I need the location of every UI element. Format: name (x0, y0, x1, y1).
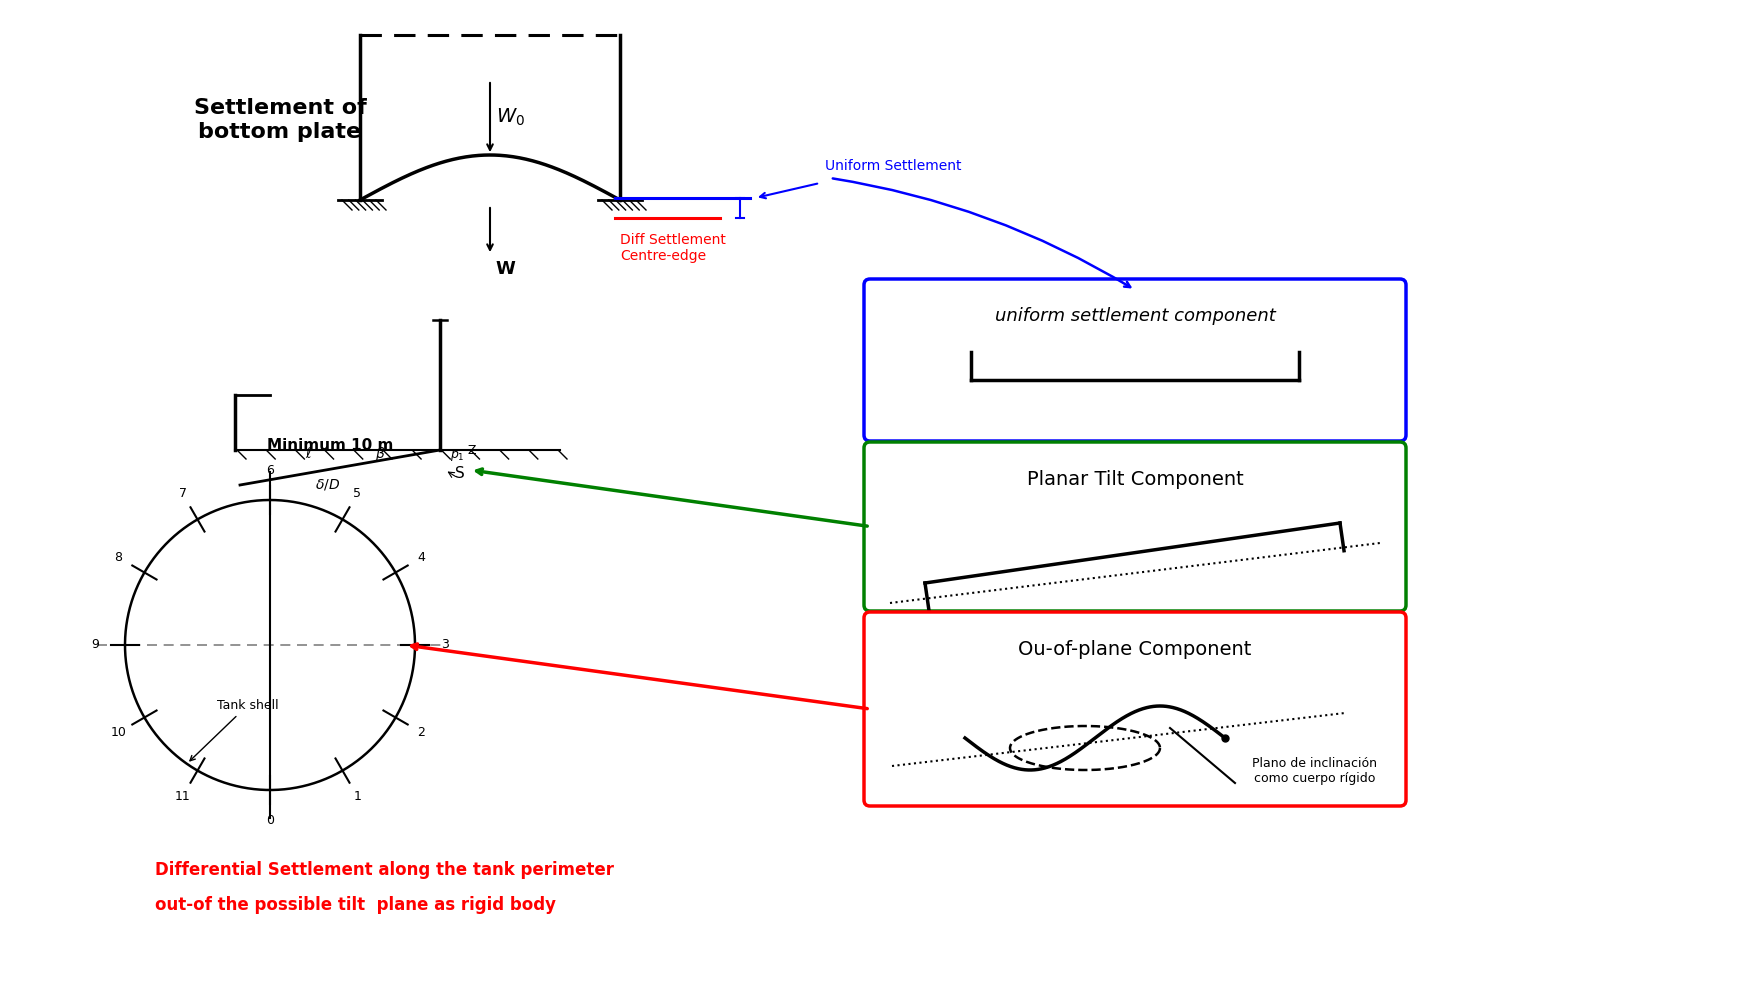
Text: 7: 7 (178, 487, 187, 500)
Text: 2: 2 (418, 726, 425, 739)
Text: W: W (495, 260, 514, 278)
Text: Plano de inclinación
como cuerpo rígido: Plano de inclinación como cuerpo rígido (1253, 757, 1377, 785)
FancyBboxPatch shape (864, 612, 1405, 806)
Text: $\delta/D$: $\delta/D$ (315, 477, 340, 491)
Text: S: S (455, 466, 466, 481)
FancyBboxPatch shape (864, 442, 1405, 611)
Text: Ou-of-plane Component: Ou-of-plane Component (1018, 640, 1251, 659)
Text: $W_0$: $W_0$ (495, 107, 525, 128)
Text: 4: 4 (418, 551, 425, 564)
Text: Z: Z (467, 444, 476, 457)
Text: 1: 1 (354, 790, 362, 803)
Text: Settlement of
bottom plate: Settlement of bottom plate (194, 98, 366, 142)
FancyBboxPatch shape (864, 279, 1405, 441)
Text: 10: 10 (110, 726, 126, 739)
Text: $\ell$: $\ell$ (304, 446, 312, 461)
Text: 6: 6 (266, 464, 275, 477)
Text: $\beta$: $\beta$ (374, 445, 385, 463)
Text: Minimum 10 m: Minimum 10 m (266, 438, 394, 453)
Text: uniform settlement component: uniform settlement component (994, 307, 1276, 325)
Text: Diff Settlement
Centre-edge: Diff Settlement Centre-edge (620, 233, 726, 263)
Text: Planar Tilt Component: Planar Tilt Component (1027, 470, 1242, 489)
Text: 0: 0 (266, 814, 275, 826)
Text: 8: 8 (114, 551, 122, 564)
Text: Tank shell: Tank shell (191, 699, 278, 761)
Text: $p_1$: $p_1$ (450, 449, 466, 463)
Text: out-of the possible tilt  plane as rigid body: out-of the possible tilt plane as rigid … (156, 896, 556, 914)
Text: Differential Settlement along the tank perimeter: Differential Settlement along the tank p… (156, 861, 614, 879)
Text: 3: 3 (441, 639, 450, 652)
Text: 5: 5 (354, 487, 362, 500)
Text: 11: 11 (175, 790, 191, 803)
Text: 9: 9 (91, 639, 100, 652)
Text: Uniform Settlement: Uniform Settlement (824, 159, 961, 173)
